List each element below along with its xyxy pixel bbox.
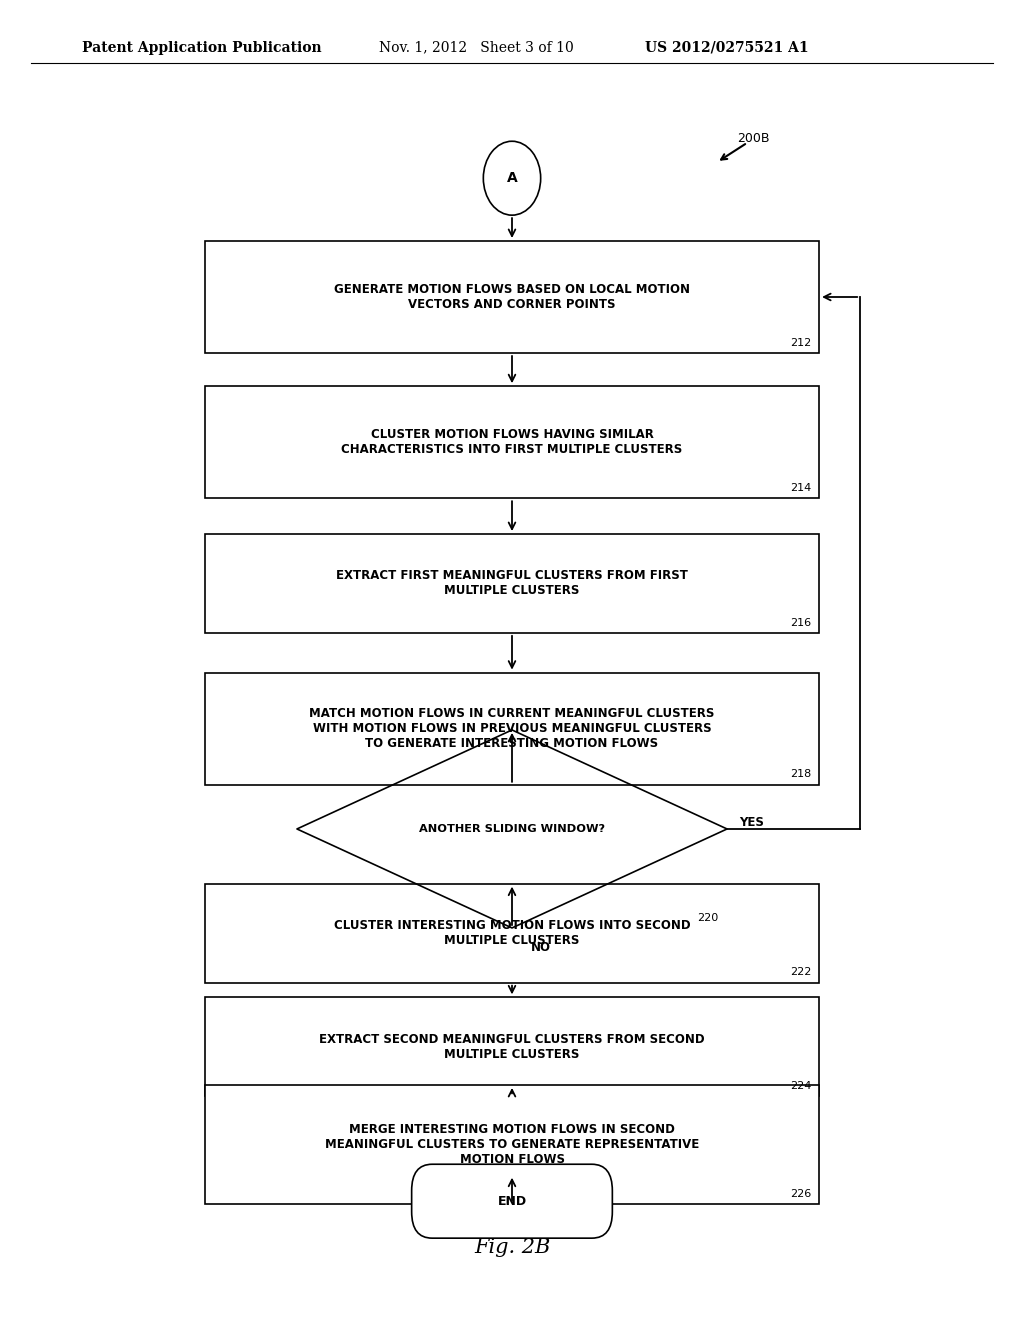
Text: 214: 214 — [790, 483, 811, 492]
Text: Patent Application Publication: Patent Application Publication — [82, 41, 322, 54]
Text: US 2012/0275521 A1: US 2012/0275521 A1 — [645, 41, 809, 54]
Text: YES: YES — [739, 816, 764, 829]
FancyBboxPatch shape — [205, 533, 819, 632]
Text: 200B: 200B — [737, 132, 770, 145]
Text: EXTRACT FIRST MEANINGFUL CLUSTERS FROM FIRST
MULTIPLE CLUSTERS: EXTRACT FIRST MEANINGFUL CLUSTERS FROM F… — [336, 569, 688, 598]
Text: CLUSTER INTERESTING MOTION FLOWS INTO SECOND
MULTIPLE CLUSTERS: CLUSTER INTERESTING MOTION FLOWS INTO SE… — [334, 919, 690, 948]
Text: CLUSTER MOTION FLOWS HAVING SIMILAR
CHARACTERISTICS INTO FIRST MULTIPLE CLUSTERS: CLUSTER MOTION FLOWS HAVING SIMILAR CHAR… — [341, 428, 683, 457]
Text: Nov. 1, 2012   Sheet 3 of 10: Nov. 1, 2012 Sheet 3 of 10 — [379, 41, 573, 54]
FancyBboxPatch shape — [412, 1164, 612, 1238]
Text: 218: 218 — [790, 770, 811, 779]
Text: ANOTHER SLIDING WINDOW?: ANOTHER SLIDING WINDOW? — [419, 824, 605, 834]
Text: A: A — [507, 172, 517, 185]
Text: 226: 226 — [790, 1188, 811, 1199]
Text: EXTRACT SECOND MEANINGFUL CLUSTERS FROM SECOND
MULTIPLE CLUSTERS: EXTRACT SECOND MEANINGFUL CLUSTERS FROM … — [319, 1032, 705, 1061]
Text: NO: NO — [530, 941, 551, 954]
FancyBboxPatch shape — [205, 1085, 819, 1204]
Text: END: END — [498, 1195, 526, 1208]
Text: 220: 220 — [697, 912, 719, 923]
Text: 216: 216 — [790, 618, 811, 627]
Text: 224: 224 — [790, 1081, 811, 1090]
Text: MATCH MOTION FLOWS IN CURRENT MEANINGFUL CLUSTERS
WITH MOTION FLOWS IN PREVIOUS : MATCH MOTION FLOWS IN CURRENT MEANINGFUL… — [309, 708, 715, 750]
Text: Fig. 2B: Fig. 2B — [474, 1238, 550, 1257]
FancyBboxPatch shape — [205, 884, 819, 982]
Text: 212: 212 — [790, 338, 811, 347]
FancyBboxPatch shape — [205, 998, 819, 1096]
Text: GENERATE MOTION FLOWS BASED ON LOCAL MOTION
VECTORS AND CORNER POINTS: GENERATE MOTION FLOWS BASED ON LOCAL MOT… — [334, 282, 690, 312]
FancyBboxPatch shape — [205, 242, 819, 352]
FancyBboxPatch shape — [205, 672, 819, 784]
Text: 222: 222 — [790, 968, 811, 977]
Text: MERGE INTERESTING MOTION FLOWS IN SECOND
MEANINGFUL CLUSTERS TO GENERATE REPRESE: MERGE INTERESTING MOTION FLOWS IN SECOND… — [325, 1123, 699, 1166]
FancyBboxPatch shape — [205, 385, 819, 498]
